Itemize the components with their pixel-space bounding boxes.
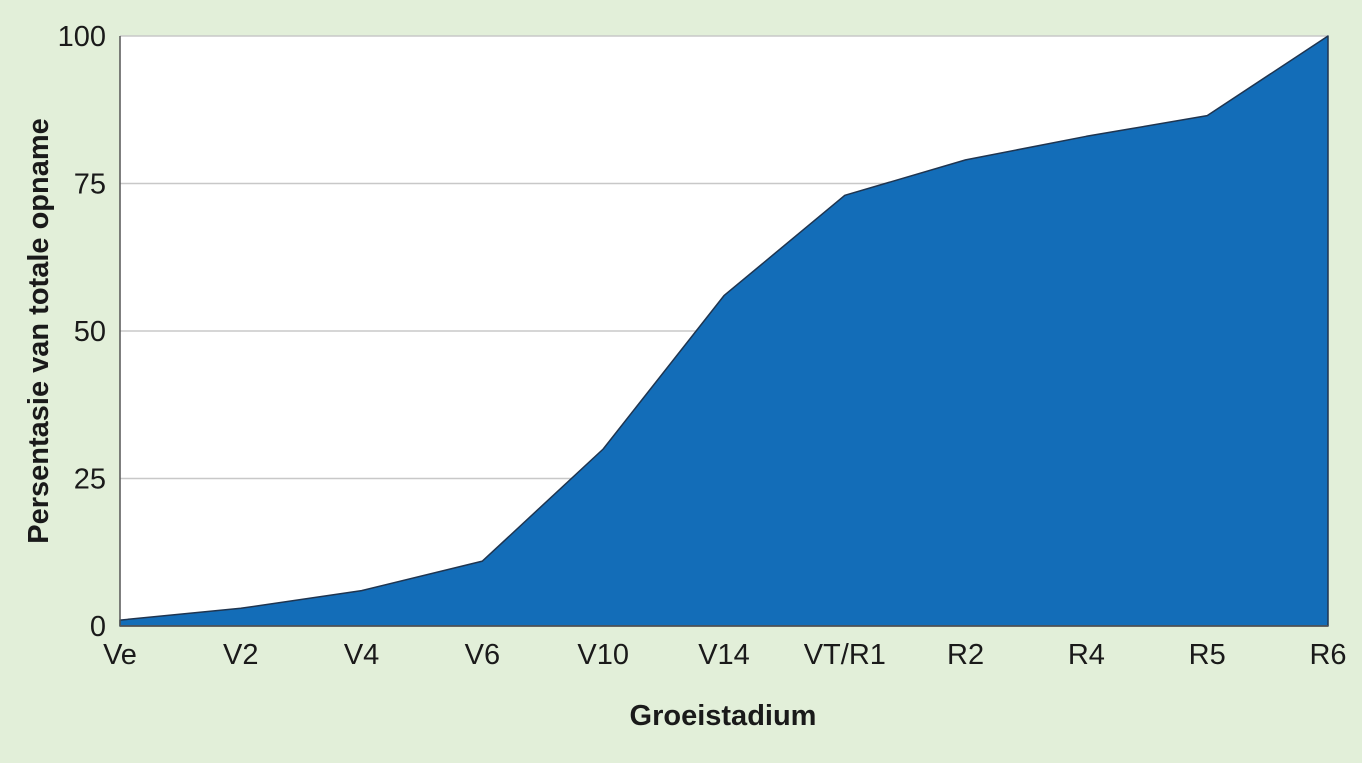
y-tick-label: 100 — [58, 21, 106, 53]
y-tick-label: 25 — [74, 464, 106, 496]
x-tick-label: V2 — [223, 639, 258, 671]
x-tick-label: V10 — [577, 639, 629, 671]
y-tick-label: 0 — [90, 611, 106, 643]
x-tick-label: R5 — [1189, 639, 1226, 671]
x-tick-label: Ve — [103, 639, 137, 671]
y-axis-title: Persentasie van totale opname — [23, 118, 55, 544]
x-tick-label: R4 — [1068, 639, 1105, 671]
x-tick-label: V6 — [465, 639, 500, 671]
y-axis-ticks: 0 25 50 75 100 — [58, 21, 106, 643]
x-tick-label: VT/R1 — [804, 639, 886, 671]
x-tick-label: V14 — [698, 639, 750, 671]
x-tick-label: R6 — [1309, 639, 1346, 671]
x-axis-ticks: Ve V2 V4 V6 V10 V14 VT/R1 R2 R4 R5 R6 — [103, 639, 1346, 671]
y-tick-label: 75 — [74, 169, 106, 201]
area-series — [119, 35, 1329, 627]
y-tick-label: 50 — [74, 316, 106, 348]
x-tick-label: R2 — [947, 639, 984, 671]
x-axis-title: Groeistadium — [630, 700, 817, 732]
x-tick-label: V4 — [344, 639, 379, 671]
